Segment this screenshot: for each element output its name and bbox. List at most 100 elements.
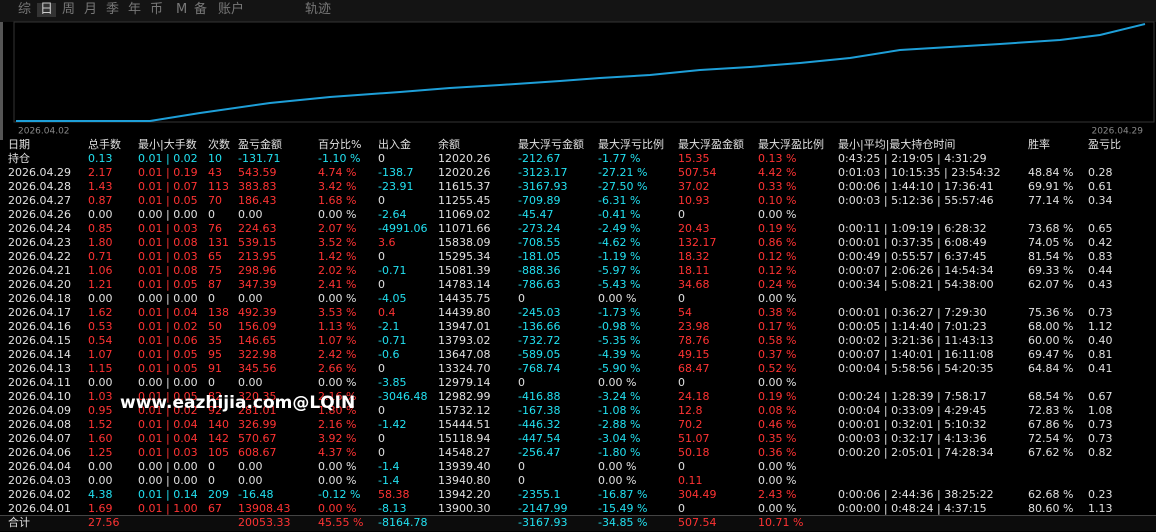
tab[interactable]: 日 (37, 3, 57, 17)
cell: 80.60 % (1028, 502, 1074, 515)
cell: 69.47 % (1028, 348, 1074, 361)
tab[interactable]: 周 (62, 2, 76, 17)
cell: 13942.20 (438, 488, 491, 501)
cell: 13900.30 (438, 502, 491, 515)
cell: 0:00:02 | 3:21:36 | 11:43:13 (838, 334, 994, 347)
cell: 0 (678, 208, 685, 221)
tab[interactable]: 账户 (218, 2, 245, 17)
cell: -709.89 (518, 194, 561, 207)
cell: 15732.12 (438, 404, 491, 417)
row-label: 2026.04.18 (8, 292, 71, 305)
cell: 72.83 % (1028, 404, 1074, 417)
cell: 13939.40 (438, 460, 491, 473)
tab[interactable]: 月 (84, 2, 98, 17)
cell: 0:00:49 | 0:55:57 | 6:37:45 (838, 250, 987, 263)
cell: 0.52 % (758, 362, 797, 375)
cell: -256.47 (518, 446, 561, 459)
row-label: 2026.04.11 (8, 376, 71, 389)
cell: 0.00 % (758, 460, 797, 473)
row-label: 2026.04.23 (8, 236, 71, 249)
cell: 0:00:06 | 1:44:10 | 17:36:41 (838, 180, 994, 193)
cell: 1.12 (1088, 320, 1113, 333)
tab[interactable]: 季 (106, 2, 120, 17)
cell: 0.4 (378, 306, 396, 319)
cell: 383.83 (238, 180, 277, 193)
cell: -5.90 % (598, 362, 641, 375)
cell: 12979.14 (438, 376, 491, 389)
cell: 0.01 | 0.04 (138, 418, 198, 431)
cell: 0.01 | 0.08 (138, 236, 198, 249)
cell: 0.00 (238, 292, 263, 305)
cell: 65 (208, 250, 222, 263)
cell: 0.01 | 0.04 (138, 432, 198, 445)
cell: 1.60 (88, 432, 113, 445)
cell: 608.67 (238, 446, 277, 459)
cell: 138 (208, 306, 229, 319)
cell: 0.36 % (758, 446, 797, 459)
tab[interactable]: 轨迹 (305, 2, 332, 17)
cell: 0.00 % (758, 208, 797, 221)
cell: 0.00 % (318, 474, 357, 487)
cell: 0.00 % (318, 502, 357, 515)
cell: 281.01 (238, 404, 277, 417)
cell: 2.02 % (318, 264, 357, 277)
cell: 0.83 (1088, 250, 1113, 263)
cell: 0:00:03 | 5:12:36 | 55:57:46 (838, 194, 994, 207)
cell: 10 (208, 152, 222, 165)
cell: 10.93 (678, 194, 710, 207)
header-cell: 盈亏比 (1088, 138, 1121, 151)
cell: 543.59 (238, 166, 277, 179)
cell: -1.73 % (598, 306, 641, 319)
cell: -1.4 (378, 460, 400, 473)
cell: 146.65 (238, 334, 277, 347)
tab[interactable]: 币 (150, 2, 164, 17)
cell: 4.37 % (318, 446, 357, 459)
cell: 0 (378, 404, 385, 417)
cell: 0.86 % (758, 236, 797, 249)
cell: 0 (208, 208, 215, 221)
cell: 0 (208, 292, 215, 305)
row-label: 2026.04.26 (8, 208, 71, 221)
cell: 14439.80 (438, 306, 491, 319)
cell: -768.74 (518, 362, 561, 375)
header-cell: 余额 (438, 138, 460, 151)
cell: 0 (518, 460, 525, 473)
cell: 0.01 | 0.03 (138, 446, 198, 459)
cell: 0.00 % (758, 502, 797, 515)
cell: 0.00 | 0.00 (138, 474, 198, 487)
cell: 3.42 % (318, 180, 357, 193)
cell: 0.54 (88, 334, 113, 347)
cell: 2.16 % (318, 418, 357, 431)
cell: 0 (678, 460, 685, 473)
cell: 0 (378, 362, 385, 375)
cell: 0:00:01 | 0:32:01 | 5:10:32 (838, 418, 987, 431)
cell: -786.63 (518, 278, 561, 291)
row-label: 2026.04.09 (8, 404, 71, 417)
header-cell: 最大浮盈比例 (758, 138, 824, 151)
cell: 13324.70 (438, 362, 491, 375)
cell: 73.68 % (1028, 222, 1074, 235)
watermark: www.eazhijia.com@LQIN (120, 393, 356, 413)
tab[interactable]: 年 (128, 2, 142, 17)
cell: 322.98 (238, 348, 277, 361)
cell: 76 (208, 222, 222, 235)
cell: 0.61 (1088, 180, 1113, 193)
cell: 0.12 % (758, 264, 797, 277)
tab[interactable]: 综 (18, 2, 32, 17)
cell: 0.85 (88, 222, 113, 235)
cell: 0:00:11 | 1:09:19 | 6:28:32 (838, 222, 987, 235)
cell: -3.85 (378, 376, 407, 389)
cell: 0.13 % (758, 152, 797, 165)
cell: -23.91 (378, 180, 414, 193)
cell: 570.67 (238, 432, 277, 445)
cell: 0 (208, 376, 215, 389)
tab[interactable]: M (176, 2, 188, 17)
cell: 75 (208, 264, 222, 277)
tab-bar (0, 0, 1156, 22)
cell: -0.6 (378, 348, 400, 361)
cell: 0.44 (1088, 264, 1113, 277)
cell: 326.99 (238, 418, 277, 431)
tab[interactable]: 备 (194, 2, 208, 17)
cell: 0:00:04 | 0:33:09 | 4:29:45 (838, 404, 987, 417)
cell: 0.01 | 0.05 (138, 278, 198, 291)
